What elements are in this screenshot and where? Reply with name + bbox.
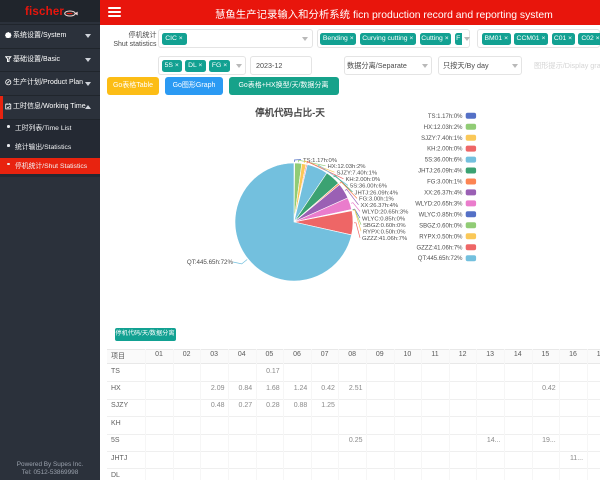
svg-text:QT:445.65h:72%: QT:445.65h:72% — [187, 259, 234, 266]
svg-text:SJZY:7.40h:1%: SJZY:7.40h:1% — [421, 136, 463, 142]
svg-text:5S:36.00h:6%: 5S:36.00h:6% — [350, 184, 388, 190]
svg-text:5S:36.00h:6%: 5S:36.00h:6% — [425, 158, 463, 164]
svg-text:TS:1.17h:0%: TS:1.17h:0% — [303, 158, 338, 164]
svg-text:HX:12.03h:2%: HX:12.03h:2% — [328, 164, 367, 170]
svg-text:WLYD:20.65h:3%: WLYD:20.65h:3% — [415, 202, 463, 208]
svg-text:FG:3.00h:1%: FG:3.00h:1% — [359, 197, 394, 203]
svg-text:HX:12.03h:2%: HX:12.03h:2% — [424, 125, 463, 131]
svg-text:RYPX:0.50h:0%: RYPX:0.50h:0% — [419, 234, 463, 240]
svg-text:JHTJ:26.09h:4%: JHTJ:26.09h:4% — [355, 190, 399, 196]
svg-text:WLYC:0.85h:0%: WLYC:0.85h:0% — [419, 212, 464, 218]
svg-text:RYPX:0.50h:0%: RYPX:0.50h:0% — [363, 230, 406, 236]
svg-text:SBGZ:0.60h:0%: SBGZ:0.60h:0% — [419, 223, 463, 229]
svg-text:KH:2.00h:0%: KH:2.00h:0% — [346, 177, 381, 183]
svg-text:GZZZ:41.06h:7%: GZZZ:41.06h:7% — [416, 245, 463, 251]
svg-text:GZZZ:41.06h:7%: GZZZ:41.06h:7% — [362, 236, 408, 242]
svg-text:SJZY:7.40h:1%: SJZY:7.40h:1% — [337, 171, 378, 177]
svg-text:JHTJ:26.09h:4%: JHTJ:26.09h:4% — [418, 169, 463, 175]
svg-text:KH:2.00h:0%: KH:2.00h:0% — [427, 147, 463, 153]
svg-text:TS:1.17h:0%: TS:1.17h:0% — [428, 114, 463, 120]
svg-text:FG:3.00h:1%: FG:3.00h:1% — [427, 180, 463, 186]
svg-text:XX:26.37h:4%: XX:26.37h:4% — [424, 191, 463, 197]
svg-text:XX:26.37h:4%: XX:26.37h:4% — [361, 203, 399, 209]
svg-text:QT:445.65h:72%: QT:445.65h:72% — [418, 256, 463, 262]
svg-text:WLYC:0.85h:0%: WLYC:0.85h:0% — [362, 216, 406, 222]
svg-text:WLYD:20.65h:3%: WLYD:20.65h:3% — [362, 210, 409, 216]
svg-text:停机代码占比-天: 停机代码占比-天 — [255, 107, 325, 119]
svg-text:SBGZ:0.60h:0%: SBGZ:0.60h:0% — [363, 223, 406, 229]
